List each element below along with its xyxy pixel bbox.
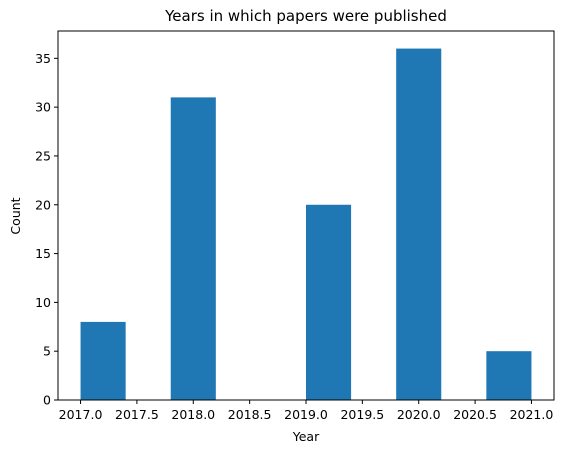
bars-group — [81, 49, 532, 400]
x-tick-label: 2017.0 — [59, 407, 103, 422]
x-tick-label: 2020.0 — [397, 407, 441, 422]
histogram-bar — [396, 49, 441, 400]
x-axis-label: Year — [292, 429, 320, 444]
x-tick-label: 2020.5 — [453, 407, 497, 422]
y-tick-label: 15 — [35, 246, 51, 261]
histogram-bar — [486, 351, 531, 400]
x-tick-label: 2018.5 — [228, 407, 272, 422]
x-axis-ticks: 2017.0 2017.5 2018.0 2018.5 2019.0 2019.5 2020… — [59, 400, 554, 422]
x-tick-label: 2019.5 — [340, 407, 384, 422]
y-tick-label: 25 — [35, 148, 51, 163]
x-tick-label: 2018.0 — [171, 407, 215, 422]
y-tick-label: 20 — [35, 197, 51, 212]
chart-title: Years in which papers were published — [164, 7, 447, 25]
x-tick-label: 2021.0 — [510, 407, 554, 422]
histogram-bar — [81, 322, 126, 400]
y-axis-ticks: 0 5 10 15 20 25 30 35 — [35, 51, 58, 408]
y-tick-label: 5 — [43, 344, 51, 359]
x-tick-label: 2017.5 — [115, 407, 159, 422]
y-tick-label: 35 — [35, 51, 51, 66]
x-tick-label: 2019.0 — [284, 407, 328, 422]
histogram-bar — [171, 97, 216, 400]
histogram-bar — [306, 205, 351, 400]
y-axis-label: Count — [8, 197, 23, 234]
y-tick-label: 10 — [35, 295, 51, 310]
y-tick-label: 30 — [35, 100, 51, 115]
y-tick-label: 0 — [43, 393, 51, 408]
